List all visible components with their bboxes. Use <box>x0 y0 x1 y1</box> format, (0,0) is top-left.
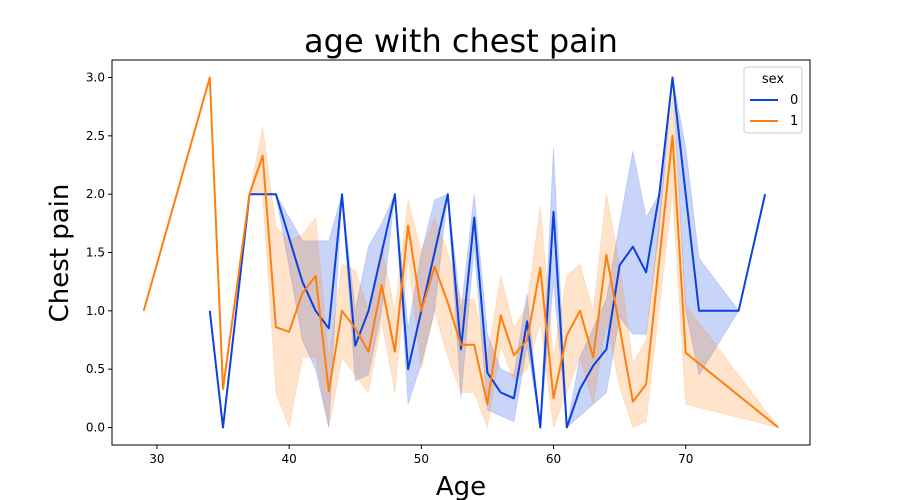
y-tick-label: 0.0 <box>86 421 105 435</box>
line-series-0 <box>208 76 767 429</box>
y-tick-label: 1.5 <box>86 246 105 260</box>
x-tick-label: 60 <box>546 452 561 466</box>
y-axis-label: Chest pain <box>45 184 75 323</box>
y-tick-label: 1.0 <box>86 304 105 318</box>
x-tick-label: 30 <box>149 452 164 466</box>
legend: sex 0 1 <box>743 66 803 134</box>
chart-title: age with chest pain <box>304 22 618 60</box>
y-tick-label: 2.5 <box>86 129 105 143</box>
x-tick-label: 40 <box>282 452 297 466</box>
legend-title: sex <box>762 72 785 87</box>
line-series-1 <box>142 76 779 429</box>
legend-label-series-1: 1 <box>790 114 798 129</box>
legend-label-series-0: 0 <box>790 93 798 108</box>
x-axis-label: Age <box>436 472 486 500</box>
y-tick-label: 0.5 <box>86 362 105 376</box>
y-tick-label: 2.0 <box>86 187 105 201</box>
y-tick-label: 3.0 <box>86 71 105 85</box>
x-tick-label: 50 <box>414 452 429 466</box>
plot-area: 30 40 50 60 70 0.0 0.5 1.0 1.5 2.0 2.5 3.0 <box>86 59 811 466</box>
x-tick-label: 70 <box>678 452 693 466</box>
